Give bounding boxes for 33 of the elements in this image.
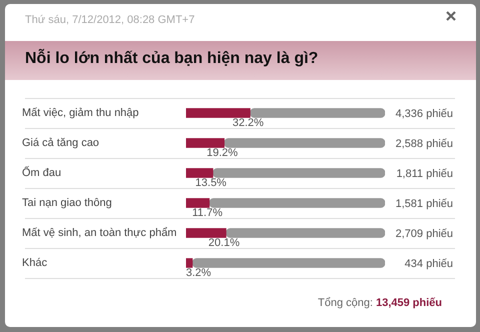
bar	[226, 228, 385, 238]
y-tick-label: Tai nạn giao thông	[22, 197, 112, 210]
bar	[186, 228, 226, 238]
y-tick-label: Mất việc, giảm thu nhập	[22, 107, 139, 120]
bar	[186, 138, 225, 148]
text: 4,336 phiếu	[396, 108, 453, 120]
bar	[224, 138, 385, 148]
bar	[186, 198, 210, 208]
chart-title: Nỗi lo lớn nhất của bạn hiện nay là gì?	[25, 50, 318, 68]
text: 434 phiếu	[404, 258, 453, 270]
bar	[192, 258, 385, 268]
bar	[186, 258, 193, 268]
y-tick-label: Giá cả tăng cao	[22, 137, 100, 150]
text: 2,709 phiếu	[396, 228, 453, 240]
data-label: 20.1%	[208, 237, 240, 250]
data-label: 32.2%	[232, 117, 264, 130]
bar	[186, 168, 214, 178]
text: Tổng cộng: 13,459 phiếu	[318, 297, 442, 309]
data-label: 13.5%	[195, 177, 227, 190]
y-tick-label: Mất vệ sinh, an toàn thực phẩm	[22, 227, 177, 240]
bar	[212, 168, 385, 178]
y-tick-label: Ốm đau	[22, 166, 62, 180]
bar	[250, 108, 385, 118]
text: 1,581 phiếu	[396, 198, 453, 210]
bar	[186, 108, 250, 118]
data-label: 19.2%	[206, 147, 238, 160]
text: 1,811 phiếu	[396, 168, 453, 180]
text: 2,588 phiếu	[396, 138, 453, 150]
bar	[208, 198, 385, 208]
data-label: 3.2%	[186, 267, 212, 280]
chart-subtitle: Thứ sáu, 7/12/2012, 08:28 GMT+7	[25, 14, 195, 26]
y-tick-label: Khác	[22, 257, 48, 270]
data-label: 11.7%	[192, 207, 223, 220]
